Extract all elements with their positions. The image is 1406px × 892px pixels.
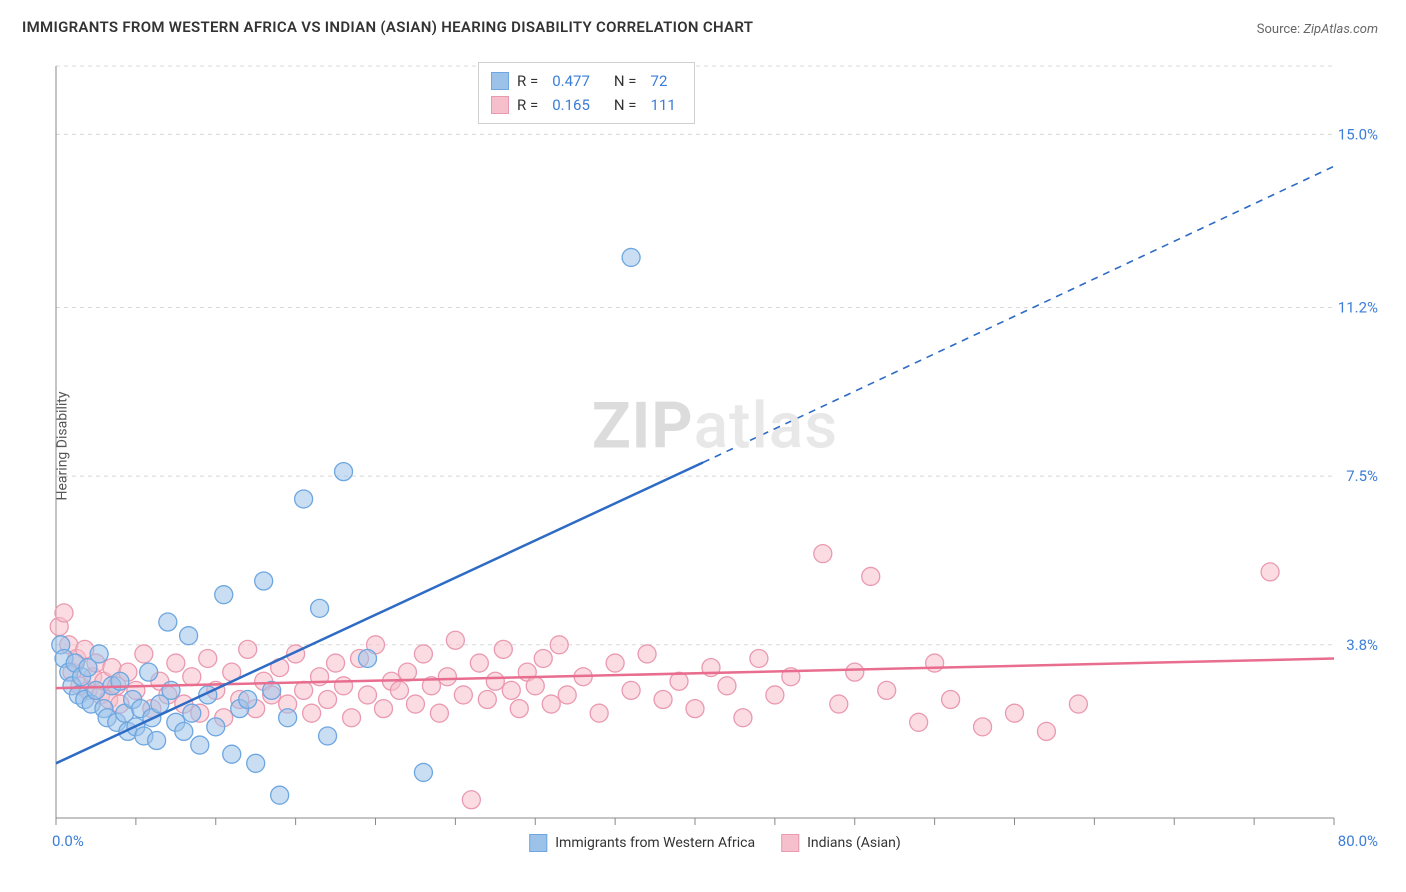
legend-item-0: Immigrants from Western Africa [529, 834, 755, 852]
legend-swatch-0 [529, 834, 547, 852]
stats-swatch-1 [491, 96, 509, 114]
stats-row-1: R = 0.165 N = 111 [491, 93, 682, 117]
n-label: N = [614, 96, 637, 114]
svg-text:7.5%: 7.5% [1346, 467, 1378, 485]
legend-swatch-1 [781, 834, 799, 852]
source-label: Source: [1257, 22, 1300, 37]
stats-row-0: R = 0.477 N = 72 [491, 69, 682, 93]
svg-text:15.0%: 15.0% [1338, 125, 1378, 143]
x-axis-min-label: 0.0% [52, 832, 84, 850]
n-value-1: 111 [651, 96, 676, 114]
chart-svg: 3.8% 7.5% 11.2% 15.0% [48, 58, 1382, 858]
r-label: R = [517, 72, 538, 90]
scatter-chart: 3.8%7.5%11.2%15.0% ZIPatlas R = 0.477 N … [48, 58, 1382, 858]
stats-legend: R = 0.477 N = 72 R = 0.165 N = 111 [478, 62, 695, 124]
n-label: N = [614, 72, 637, 90]
source-value: ZipAtlas.com [1303, 22, 1378, 37]
legend-item-1: Indians (Asian) [781, 834, 901, 852]
legend-label-0: Immigrants from Western Africa [555, 835, 755, 851]
svg-text:3.8%: 3.8% [1346, 636, 1378, 654]
r-value-0: 0.477 [552, 72, 590, 90]
r-label: R = [517, 96, 538, 114]
source-attribution: Source: ZipAtlas.com [1257, 22, 1378, 37]
x-axis-max-label: 80.0% [1338, 832, 1378, 850]
series-legend: Immigrants from Western Africa Indians (… [529, 834, 901, 852]
legend-label-1: Indians (Asian) [807, 835, 901, 851]
n-value-0: 72 [651, 72, 668, 90]
r-value-1: 0.165 [552, 96, 590, 114]
svg-text:11.2%: 11.2% [1338, 299, 1378, 317]
chart-title: IMMIGRANTS FROM WESTERN AFRICA VS INDIAN… [22, 18, 753, 36]
stats-swatch-0 [491, 72, 509, 90]
